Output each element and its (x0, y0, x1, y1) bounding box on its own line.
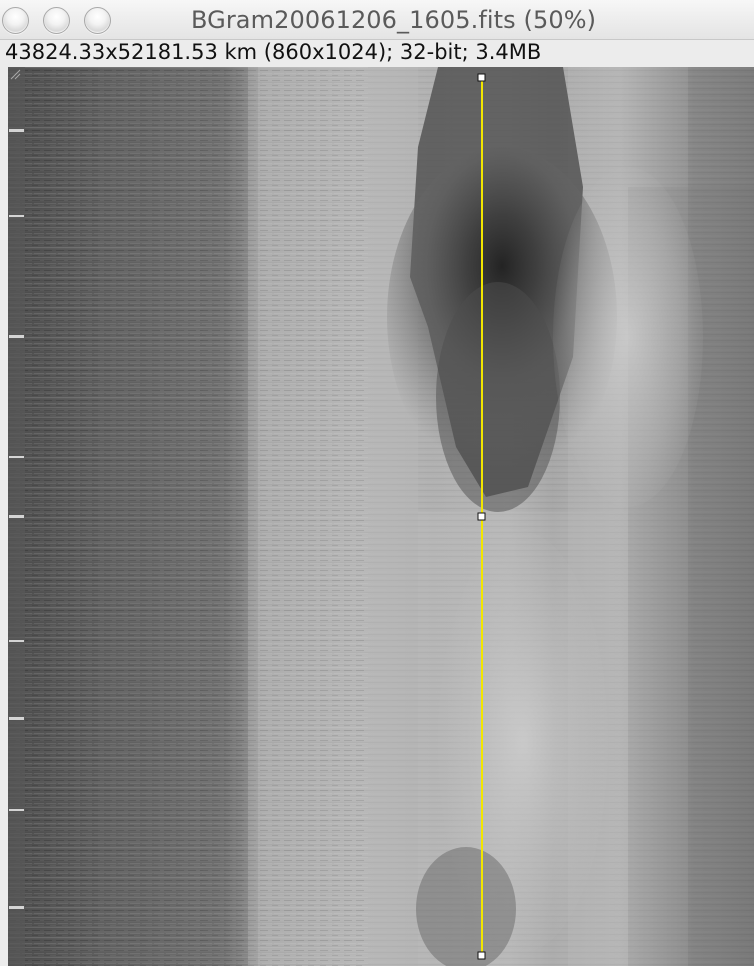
zoom-icon[interactable] (84, 7, 111, 34)
close-icon[interactable] (2, 7, 29, 34)
fits-image[interactable] (8, 67, 754, 966)
dark-lower-feature (436, 282, 560, 512)
bright-lower-center-feature (438, 532, 608, 952)
image-info-text: 43824.33x52181.53 km (860x1024); 32-bit;… (5, 40, 542, 64)
fits-image-canvas[interactable] (8, 67, 754, 966)
window-titlebar[interactable]: BGram20061206_1605.fits (50%) (0, 0, 754, 40)
minimize-icon[interactable] (43, 7, 70, 34)
selection-handle-top[interactable] (477, 73, 486, 82)
selection-handle-bottom[interactable] (477, 951, 486, 960)
left-edge-highlights (9, 129, 24, 909)
bottom-dark-feature (416, 847, 516, 966)
bright-upper-right-feature (553, 167, 703, 507)
selection-handle-middle[interactable] (477, 512, 486, 521)
window-title: BGram20061206_1605.fits (50%) (191, 6, 597, 34)
